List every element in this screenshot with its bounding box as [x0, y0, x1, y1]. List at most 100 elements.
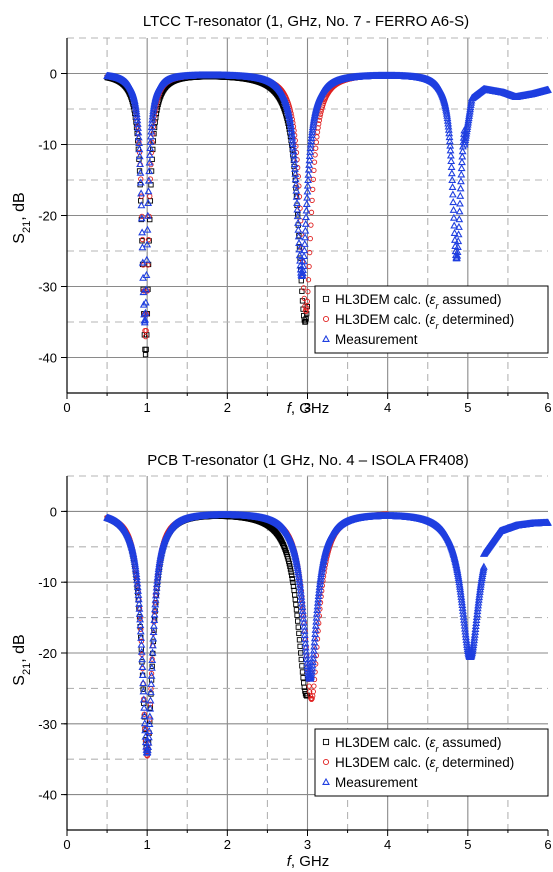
- data-point: [150, 100, 159, 108]
- data-point: [156, 553, 165, 561]
- data-point: [307, 671, 316, 679]
- data-point: [139, 687, 148, 695]
- x-tick-label: 4: [384, 400, 391, 415]
- data-point: [303, 662, 312, 670]
- data-point: [303, 658, 312, 666]
- data-point: [477, 573, 486, 582]
- y-tick-label: 0: [50, 67, 57, 82]
- data-point: [141, 298, 150, 306]
- data-point: [455, 215, 464, 223]
- data-point: [301, 680, 307, 686]
- data-point: [459, 609, 468, 617]
- legend-box: [314, 285, 549, 354]
- data-point: [312, 617, 321, 625]
- data-point: [311, 629, 320, 638]
- data-point: [295, 575, 304, 583]
- data-point: [308, 657, 317, 665]
- data-point: [453, 251, 462, 259]
- data-point: [148, 655, 157, 664]
- data-point: [305, 160, 314, 168]
- data-point: [145, 712, 154, 720]
- data-point: [305, 151, 314, 159]
- data-point: [300, 675, 306, 681]
- data-point: [142, 333, 149, 340]
- data-point: [131, 564, 140, 572]
- data-point: [304, 311, 310, 317]
- data-point: [138, 638, 145, 644]
- data-point: [133, 112, 141, 120]
- y-tick-label: -10: [38, 575, 57, 590]
- x-tick-label: 5: [464, 837, 471, 852]
- data-point: [458, 603, 467, 611]
- data-point: [138, 626, 144, 632]
- data-point: [144, 738, 153, 746]
- data-point: [135, 145, 144, 153]
- data-point: [287, 125, 296, 133]
- data-point: [145, 719, 154, 728]
- data-point: [138, 176, 144, 182]
- data-point: [146, 132, 155, 140]
- data-point: [447, 169, 456, 177]
- data-point: [454, 237, 463, 245]
- data-point: [317, 565, 326, 573]
- data-point: [135, 152, 144, 160]
- data-point: [544, 518, 552, 526]
- x-tick-label: 6: [544, 837, 551, 852]
- data-point: [303, 187, 312, 195]
- data-point: [294, 232, 303, 240]
- data-point: [301, 226, 310, 234]
- data-point: [141, 315, 150, 323]
- data-point: [449, 205, 458, 213]
- data-point: [293, 212, 302, 220]
- data-point: [133, 579, 142, 587]
- x-tick-label: 5: [464, 400, 471, 415]
- data-point: [138, 228, 147, 236]
- data-point: [139, 213, 145, 220]
- x-tick-label: 2: [224, 837, 231, 852]
- chart-pcb: PCB T-resonator (1 GHz, No. 4 – ISOLA FR…: [11, 452, 552, 870]
- data-point: [293, 601, 299, 608]
- axes: 0 1 2 3 4 5 6 0 -10 -20 -30 -40: [38, 476, 552, 852]
- data-point: [141, 308, 150, 316]
- data-point: [444, 119, 453, 127]
- data-point: [145, 150, 154, 158]
- data-point: [137, 214, 146, 222]
- data-point: [297, 592, 306, 600]
- x-axis-label: f, GHz: [287, 400, 330, 417]
- data-point: [145, 236, 152, 243]
- data-point: [292, 192, 301, 200]
- data-point: [292, 186, 301, 194]
- data-point: [136, 627, 145, 635]
- data-point: [446, 151, 455, 159]
- data-point: [544, 85, 552, 93]
- data-point: [149, 663, 155, 670]
- data-point: [151, 595, 160, 603]
- data-point: [309, 116, 318, 124]
- data-point: [136, 156, 142, 162]
- data-point: [309, 646, 318, 654]
- data-point: [144, 733, 153, 741]
- data-point: [310, 112, 319, 120]
- data-point: [299, 257, 308, 265]
- data-point: [458, 600, 467, 609]
- data-point: [306, 144, 315, 152]
- data-point: [303, 193, 312, 201]
- data-point: [290, 579, 296, 586]
- data-point: [477, 576, 486, 584]
- x-tick-label: 2: [224, 400, 231, 415]
- data-point: [313, 145, 319, 151]
- data-point: [132, 107, 141, 115]
- data-point: [136, 168, 145, 176]
- data-point: [310, 642, 319, 650]
- data-point: [138, 655, 147, 663]
- data-point: [318, 561, 327, 569]
- data-point: [296, 586, 305, 594]
- data-point: [310, 114, 319, 122]
- data-point: [303, 181, 312, 189]
- data-point: [136, 621, 145, 629]
- chart-title: LTCC T-resonator (1, GHz, No. 7 - FERRO …: [143, 13, 469, 30]
- data-point: [309, 654, 318, 662]
- data-point: [288, 130, 296, 138]
- data-point: [144, 176, 153, 184]
- data-point: [478, 567, 487, 576]
